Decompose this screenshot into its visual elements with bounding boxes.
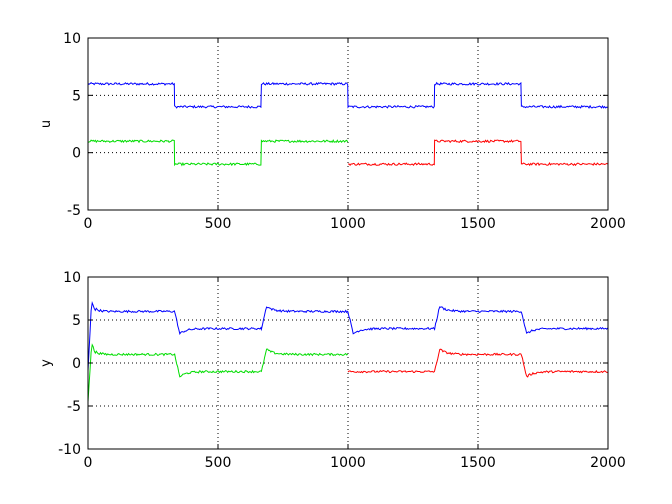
y-axis-label: u xyxy=(39,120,54,128)
x-tick-label: 0 xyxy=(84,455,93,471)
y-tick-label: -10 xyxy=(58,442,81,458)
series-line-2 xyxy=(87,343,349,402)
series-line-2 xyxy=(87,139,349,167)
y-axes: 0 500 1000 1500 2000 -10 -5 0 5 10 y xyxy=(39,270,626,471)
series-line-3 xyxy=(347,139,608,167)
y-tick-label: 10 xyxy=(63,270,81,286)
series-line-1 xyxy=(87,81,608,109)
y-tick-label: 0 xyxy=(72,356,81,372)
y-tick-label: 0 xyxy=(72,146,81,162)
x-tick-label: 1500 xyxy=(460,216,496,232)
x-tick-label: 0 xyxy=(84,216,93,232)
series-line-1 xyxy=(87,300,609,372)
y-tick-label: 5 xyxy=(72,88,81,104)
x-tick-label: 2000 xyxy=(590,455,626,471)
y-tick-label: 10 xyxy=(63,31,81,47)
x-tick-label: 500 xyxy=(205,455,232,471)
x-tick-label: 2000 xyxy=(590,216,626,232)
y-tick-label: -5 xyxy=(67,203,81,219)
y-tick-label: -5 xyxy=(67,399,81,415)
x-tick-label: 1000 xyxy=(330,216,366,232)
x-tick-label: 1000 xyxy=(330,455,366,471)
y-axis-label: y xyxy=(39,359,54,367)
series-line-3 xyxy=(347,348,608,378)
x-tick-label: 1500 xyxy=(460,455,496,471)
y-tick-label: 5 xyxy=(72,313,81,329)
x-tick-label: 500 xyxy=(205,216,232,232)
